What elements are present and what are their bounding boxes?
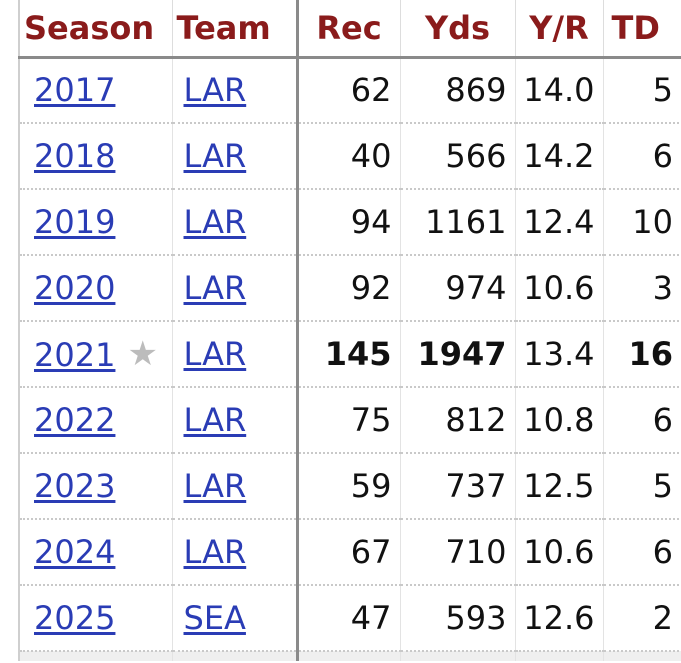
yds-cell: 974 — [399, 255, 515, 322]
td-cell: 6 — [602, 387, 681, 454]
ypr-cell: 12.6 — [514, 585, 603, 652]
table-row: 2017 LAR 62 869 14.0 5 — [18, 57, 681, 124]
table-row: 2024 LAR 67 710 10.6 6 — [18, 519, 681, 586]
season-link[interactable]: 2020 — [34, 269, 116, 307]
season-link[interactable]: 2023 — [34, 467, 116, 505]
header-yds[interactable]: Yds — [399, 0, 515, 59]
season-link[interactable]: 2021 — [34, 336, 116, 374]
yds-cell: 593 — [399, 585, 515, 652]
rec-cell: 47 — [296, 585, 400, 652]
yds-cell: 812 — [399, 387, 515, 454]
ypr-cell: 12.5 — [514, 453, 603, 520]
header-td[interactable]: TD — [602, 0, 681, 59]
rec-cell: 62 — [296, 57, 400, 124]
team-link[interactable]: SEA — [183, 599, 246, 637]
table-row: 2025 SEA 47 593 12.6 2 — [18, 585, 681, 652]
td-cell: 10 — [602, 189, 681, 256]
team-link[interactable]: LAR — [183, 203, 247, 241]
td-cell: 6 — [602, 123, 681, 190]
season-link[interactable]: 2019 — [34, 203, 116, 241]
pro-bowl-star-icon: ★ — [127, 334, 158, 374]
ypr-cell: 10.6 — [514, 519, 603, 586]
rec-cell: 67 — [296, 519, 400, 586]
season-link[interactable]: 2022 — [34, 401, 116, 439]
table-row: 2019 LAR 94 1161 12.4 10 — [18, 189, 681, 256]
td-cell: 2 — [602, 585, 681, 652]
rec-cell: 75 — [296, 387, 400, 454]
td-cell: 5 — [602, 453, 681, 520]
header-row: Season Team Rec Yds Y/R TD — [18, 0, 681, 59]
team-link[interactable]: LAR — [183, 533, 247, 571]
rec-cell: 40 — [296, 123, 400, 190]
stats-table-container: Season Team Rec Yds Y/R TD 2017 LAR 62 8… — [18, 0, 681, 663]
header-rec[interactable]: Rec — [296, 0, 400, 59]
yds-cell: 566 — [399, 123, 515, 190]
rec-cell: 145 — [296, 321, 400, 388]
header-season[interactable]: Season — [18, 0, 172, 59]
season-link[interactable]: 2017 — [34, 71, 116, 110]
ypr-cell: 10.6 — [514, 255, 603, 322]
table-row: 2021 ★ LAR 145 1947 13.4 16 — [18, 321, 681, 388]
team-link[interactable]: LAR — [183, 401, 247, 439]
yds-cell: 710 — [399, 519, 515, 586]
season-link[interactable]: 2025 — [34, 599, 116, 637]
ypr-cell: 13.4 — [514, 321, 603, 388]
yds-cell: 737 — [399, 453, 515, 520]
season-link[interactable]: 2018 — [34, 137, 116, 175]
team-link[interactable]: LAR — [183, 467, 247, 505]
td-cell: 16 — [602, 321, 681, 388]
rec-cell: 94 — [296, 189, 400, 256]
ypr-cell: 14.2 — [514, 123, 603, 190]
header-team[interactable]: Team — [171, 0, 299, 59]
header-ypr[interactable]: Y/R — [514, 0, 603, 59]
yds-cell: 1947 — [399, 321, 515, 388]
table-row: 2018 LAR 40 566 14.2 6 — [18, 123, 681, 190]
season-link[interactable]: 2024 — [34, 533, 116, 571]
ypr-cell: 12.4 — [514, 189, 603, 256]
ypr-cell: 14.0 — [514, 57, 603, 124]
team-link[interactable]: LAR — [183, 335, 247, 373]
table-row: 2023 LAR 59 737 12.5 5 — [18, 453, 681, 520]
td-cell: 5 — [602, 57, 681, 124]
table-row: 2020 LAR 92 974 10.6 3 — [18, 255, 681, 322]
receiving-stats-table: Season Team Rec Yds Y/R TD 2017 LAR 62 8… — [18, 0, 681, 661]
table-row: 2022 LAR 75 812 10.8 6 — [18, 387, 681, 454]
team-link[interactable]: LAR — [183, 137, 247, 175]
ypr-cell: 10.8 — [514, 387, 603, 454]
team-link[interactable]: LAR — [183, 71, 247, 110]
rec-cell: 59 — [296, 453, 400, 520]
table-footer-row — [18, 651, 681, 661]
td-cell: 3 — [602, 255, 681, 322]
td-cell: 6 — [602, 519, 681, 586]
rec-cell: 92 — [296, 255, 400, 322]
yds-cell: 1161 — [399, 189, 515, 256]
team-link[interactable]: LAR — [183, 269, 247, 307]
yds-cell: 869 — [399, 57, 515, 124]
